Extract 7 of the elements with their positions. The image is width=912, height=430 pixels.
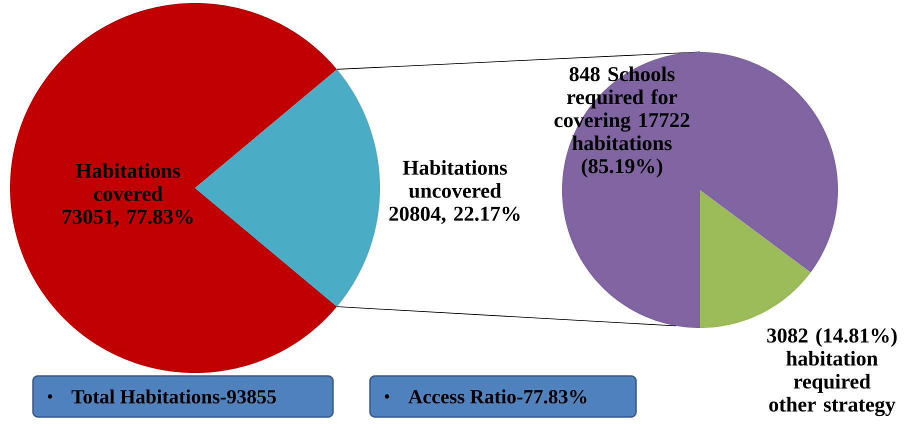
text: Access Ratio-77.83% xyxy=(408,389,586,404)
data-label: 73051, 77.83% xyxy=(62,210,193,227)
slice-label: Habitations uncovered xyxy=(402,160,507,198)
text: Total Habitations-93855 xyxy=(72,389,276,404)
data-label: 20804, 22.17% xyxy=(389,206,520,224)
slice-label: Habitations covered xyxy=(76,163,180,201)
slice-label: 3082 (14.81%) habitation required other strategy xyxy=(767,328,897,416)
